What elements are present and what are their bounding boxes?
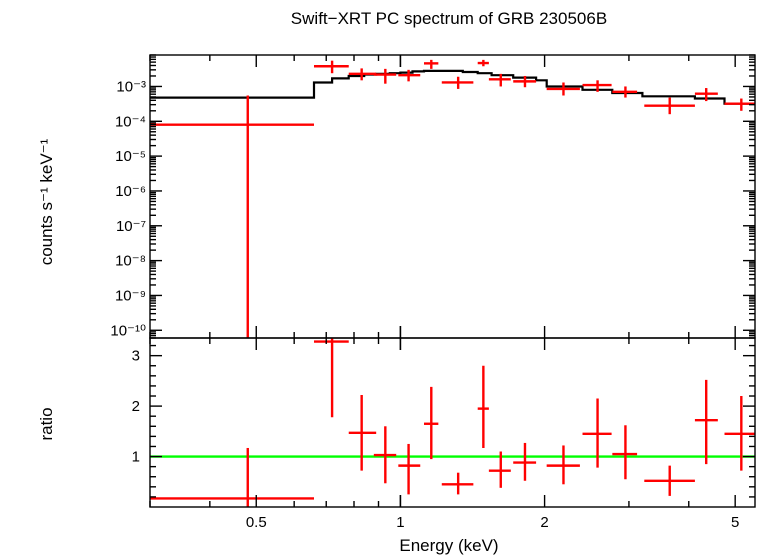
spectrum-point-3 <box>348 68 377 81</box>
spectrum-point-9 <box>488 73 511 87</box>
ratio-point-16 <box>724 396 755 471</box>
y-axis-label-spectrum: counts s⁻¹ keV⁻¹ <box>37 138 56 265</box>
ratio-frame <box>149 337 756 508</box>
spectrum-point-1 <box>150 95 314 338</box>
y-tick-label: 10⁻⁴ <box>115 113 146 130</box>
chart-title: Swift−XRT PC spectrum of GRB 230506B <box>291 9 607 28</box>
ratio-point-6 <box>423 386 439 460</box>
spectrum-point-16 <box>724 98 755 111</box>
spectrum-point-4 <box>373 68 397 84</box>
x-tick-label: 2 <box>540 514 548 531</box>
model-step-line <box>150 69 755 105</box>
y-axis-label-ratio: ratio <box>37 407 56 440</box>
x-tick-label: 5 <box>731 514 739 531</box>
y-tick-label: 3 <box>132 348 140 365</box>
ratio-point-3 <box>348 395 377 471</box>
y-tick-label: 10⁻⁶ <box>115 183 146 200</box>
ratio-point-10 <box>513 442 537 481</box>
spectrum-point-5 <box>398 69 421 82</box>
ratio-point-8 <box>477 365 489 448</box>
ratio-point-2 <box>313 338 349 418</box>
spectrum-point-14 <box>644 97 695 115</box>
ratio-point-7 <box>441 472 474 495</box>
spectrum-point-10 <box>513 75 537 88</box>
ratio-point-15 <box>694 379 718 465</box>
spectrum-panel: 10⁻³ 10⁻⁴ 10⁻⁵ 10⁻⁶ 10⁻⁷ 10⁻⁸ 10⁻⁹ 10⁻¹⁰ <box>110 54 756 339</box>
y-tick-label: 10⁻³ <box>116 78 146 95</box>
spectrum-point-15 <box>694 88 718 102</box>
ratio-point-4 <box>373 426 397 484</box>
y-tick-label: 10⁻⁵ <box>115 148 146 165</box>
x-axis-label: Energy (keV) <box>399 536 498 555</box>
spectrum-axes: 10⁻³ 10⁻⁴ 10⁻⁵ 10⁻⁶ 10⁻⁷ 10⁻⁸ 10⁻⁹ 10⁻¹⁰ <box>110 54 756 339</box>
y-tick-label: 10⁻⁷ <box>116 218 146 235</box>
ratio-point-1 <box>150 447 314 507</box>
spectrum-point-2 <box>313 60 349 74</box>
spectrum-point-6 <box>423 59 439 69</box>
spectrum-point-7 <box>441 76 474 89</box>
y-tick-label: 10⁻⁹ <box>115 287 146 304</box>
x-tick-label: 1 <box>396 514 404 531</box>
spectrum-point-11 <box>546 82 580 96</box>
ratio-point-9 <box>488 451 511 488</box>
spectrum-point-13 <box>612 86 638 98</box>
y-tick-label: 10⁻¹⁰ <box>110 322 146 339</box>
y-tick-label: 1 <box>132 449 140 466</box>
model-line <box>150 69 755 105</box>
x-tick-label: 0.5 <box>246 514 267 531</box>
ratio-axes: 0.5 1 2 5 1 2 3 <box>132 337 756 531</box>
y-tick-label: 2 <box>132 398 140 415</box>
ratio-point-13 <box>612 425 638 480</box>
ratio-panel: 0.5 1 2 5 1 2 3 <box>132 337 756 531</box>
y-tick-label: 10⁻⁸ <box>115 253 146 270</box>
spectrum-data-points <box>150 59 755 338</box>
spectrum-point-12 <box>582 80 612 92</box>
spectrum-point-8 <box>477 59 489 67</box>
ratio-point-14 <box>644 465 695 496</box>
ratio-point-12 <box>582 398 612 468</box>
ratio-data-points <box>150 338 755 507</box>
ratio-point-5 <box>398 443 421 495</box>
ratio-point-11 <box>546 445 580 485</box>
